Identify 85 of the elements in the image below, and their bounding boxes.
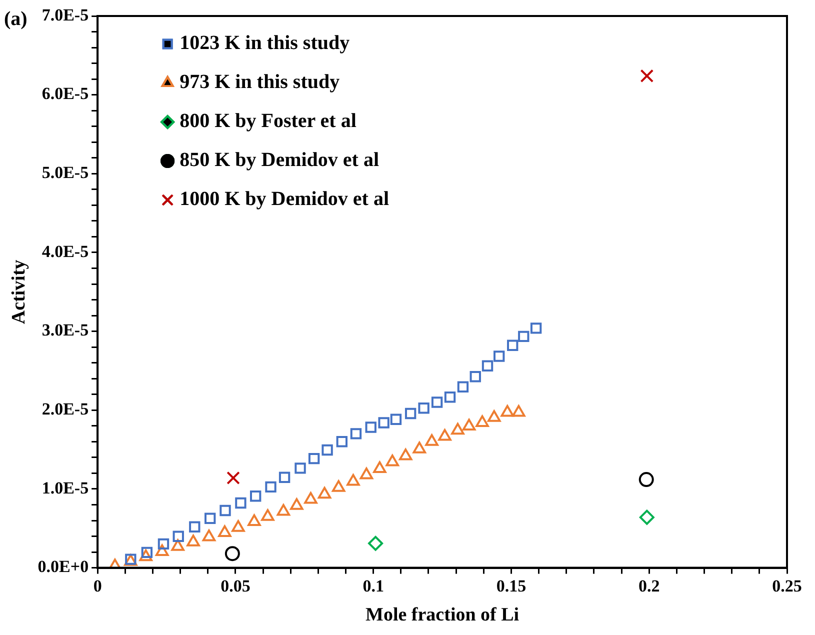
- point: [141, 546, 153, 558]
- point: [512, 405, 526, 417]
- point: [365, 422, 376, 433]
- x-axis-title: Mole fraction of Li: [366, 604, 520, 626]
- y-tick-label: 7.0E-5: [42, 5, 89, 24]
- point: [470, 371, 481, 382]
- legend-label: 800 K by Foster et al: [180, 110, 357, 132]
- point: [265, 481, 276, 493]
- point: [308, 452, 320, 464]
- x-tick-label: 0.05: [220, 576, 250, 596]
- point: [438, 428, 452, 441]
- legend-label: 850 K by Demidov et al: [180, 149, 380, 172]
- point: [290, 498, 304, 510]
- y-tick-label: 0.0E+0: [38, 557, 89, 576]
- text: (a): [4, 8, 28, 30]
- x-tick-label: 0.15: [496, 576, 526, 596]
- point: [378, 417, 390, 428]
- point: [322, 444, 333, 456]
- point: [220, 504, 231, 516]
- point: [386, 454, 400, 466]
- legend-label: 1023 K in this study: [180, 32, 350, 54]
- x-tick-label: 0: [93, 576, 102, 596]
- point: [494, 350, 505, 362]
- y-tick-label: 6.0E-5: [42, 84, 89, 104]
- point: [278, 472, 290, 483]
- point: [404, 408, 416, 420]
- point: [158, 538, 170, 550]
- legend-label: 973 K in this study: [180, 71, 340, 94]
- point: [373, 461, 386, 474]
- point: [232, 520, 245, 532]
- point: [476, 415, 489, 428]
- point: [350, 428, 362, 440]
- y-tick-label: 3.0E-5: [42, 320, 89, 340]
- point: [172, 530, 184, 542]
- point: [412, 442, 426, 454]
- point: [457, 381, 469, 392]
- x-tick-label: 0.1: [362, 576, 384, 596]
- point: [204, 512, 216, 524]
- point: [418, 402, 430, 414]
- point: [139, 549, 152, 562]
- point: [235, 497, 246, 509]
- point: [155, 544, 169, 556]
- point: [226, 471, 240, 485]
- point: [500, 405, 514, 417]
- point: [318, 486, 332, 499]
- point: [218, 525, 232, 537]
- y-tick-label: 1.0E-5: [42, 478, 89, 498]
- point: [640, 69, 654, 83]
- point: [507, 340, 518, 351]
- point: [332, 480, 346, 492]
- y-tick-label: 4.0E-5: [42, 242, 89, 261]
- x-tick-label: 0.25: [772, 576, 802, 596]
- point: [530, 322, 542, 334]
- point: [202, 530, 216, 542]
- point: [639, 510, 654, 525]
- point: [336, 436, 348, 448]
- point: [360, 467, 374, 480]
- point: [346, 474, 360, 486]
- point: [488, 410, 501, 422]
- y-axis-title: Activity: [8, 259, 30, 324]
- point: [425, 434, 438, 446]
- point: [398, 448, 412, 460]
- point: [451, 422, 464, 435]
- y-tick-label: 2.0E-5: [42, 400, 89, 419]
- point: [390, 414, 402, 425]
- point: [276, 504, 290, 516]
- point: [224, 546, 240, 562]
- point: [304, 492, 318, 504]
- point: [482, 360, 494, 372]
- point: [186, 534, 200, 546]
- point: [368, 536, 384, 551]
- point: [248, 514, 261, 526]
- point: [189, 521, 200, 532]
- point: [518, 330, 530, 342]
- point: [294, 462, 306, 474]
- legend-label: 1000 K by Demidov et al: [180, 188, 390, 210]
- point: [250, 490, 262, 502]
- point: [171, 539, 184, 551]
- point: [431, 396, 443, 408]
- point: [462, 418, 476, 430]
- y-tick-label: 5.0E-5: [42, 163, 89, 182]
- point: [638, 472, 654, 488]
- point: [444, 392, 456, 403]
- x-tick-label: 0.2: [638, 576, 660, 596]
- point: [261, 509, 274, 521]
